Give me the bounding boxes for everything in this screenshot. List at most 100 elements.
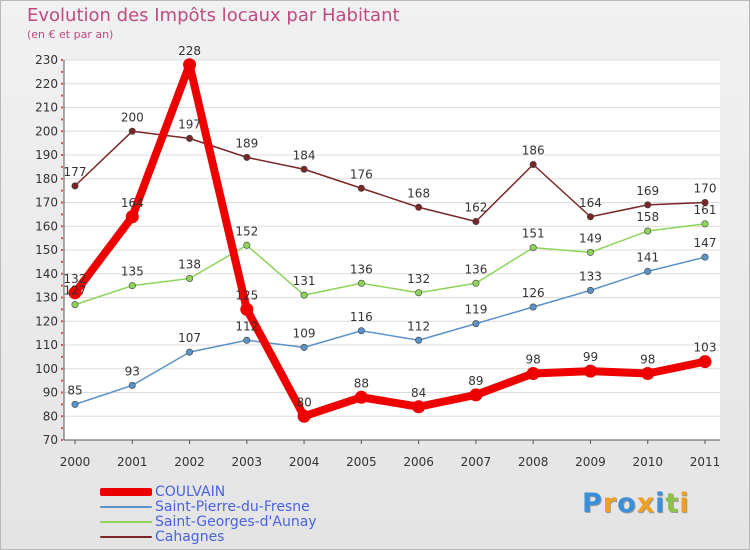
data-point <box>469 388 483 402</box>
data-label: 149 <box>579 231 602 245</box>
legend-label: Saint-Pierre-du-Fresne <box>155 498 310 515</box>
data-label: 151 <box>522 227 545 241</box>
data-point <box>357 279 365 287</box>
data-point <box>415 203 423 211</box>
data-label: 138 <box>178 258 201 272</box>
data-label: 103 <box>694 341 717 355</box>
data-label: 197 <box>178 117 201 131</box>
data-point <box>415 289 423 297</box>
data-label: 168 <box>407 186 430 200</box>
data-point <box>186 348 194 356</box>
data-label: 80 <box>296 395 311 409</box>
data-point <box>68 286 82 300</box>
data-label: 176 <box>350 167 373 181</box>
x-tick-label: 2005 <box>346 455 377 469</box>
data-point <box>583 364 597 378</box>
data-point <box>641 367 655 380</box>
proxiti-logo: Proxiti <box>582 488 690 519</box>
data-label: 89 <box>468 374 483 388</box>
data-point <box>586 286 594 294</box>
data-point <box>529 161 537 169</box>
x-tick-label: 2002 <box>174 455 205 469</box>
data-point <box>186 274 194 282</box>
series-line-1 <box>74 256 706 406</box>
logo-letter: x <box>636 488 656 519</box>
data-point <box>586 248 594 256</box>
data-point <box>71 301 79 309</box>
data-point <box>240 302 254 316</box>
data-label: 85 <box>67 383 82 397</box>
data-point <box>701 253 709 261</box>
data-point <box>186 134 194 142</box>
data-label: 184 <box>293 148 316 162</box>
data-point <box>701 199 709 207</box>
data-label: 186 <box>522 144 545 158</box>
y-tick-label: 190 <box>35 148 58 162</box>
data-point <box>300 291 308 299</box>
x-tick-label: 2001 <box>117 455 148 469</box>
chart-legend: COULVAIN Saint-Pierre-du-Fresne Saint-Geor… <box>100 484 317 544</box>
legend-label: Saint-Georges-d'Aunay <box>155 513 317 530</box>
data-point <box>526 367 540 380</box>
data-point <box>243 153 251 161</box>
data-point <box>357 327 365 335</box>
y-tick-label: 210 <box>35 101 58 115</box>
data-label: 147 <box>694 236 717 250</box>
x-tick-label: 2011 <box>690 455 721 469</box>
data-label: 84 <box>411 386 426 400</box>
y-tick-label: 130 <box>35 291 58 305</box>
data-point <box>529 244 537 252</box>
y-tick-label: 70 <box>43 433 58 447</box>
legend-item: Saint-Georges-d'Aunay <box>100 514 317 529</box>
data-point <box>243 241 251 249</box>
data-label: 98 <box>640 353 655 367</box>
y-tick-label: 150 <box>35 243 58 257</box>
legend-swatch <box>100 535 152 538</box>
y-tick-label: 160 <box>35 219 58 233</box>
data-label: 119 <box>464 303 487 317</box>
data-label: 169 <box>636 184 659 198</box>
y-tick-label: 140 <box>35 267 58 281</box>
data-point <box>354 390 368 404</box>
x-tick-label: 2008 <box>518 455 549 469</box>
data-point <box>701 220 709 228</box>
data-label: 158 <box>636 210 659 224</box>
data-label: 109 <box>293 326 316 340</box>
legend-swatch <box>100 520 152 523</box>
legend-label: Cahagnes <box>155 528 225 545</box>
series-line-0 <box>71 60 709 421</box>
legend-swatch <box>100 487 152 496</box>
x-tick-label: 2003 <box>232 455 263 469</box>
y-tick-label: 80 <box>43 409 58 423</box>
data-label: 126 <box>522 286 545 300</box>
legend-swatch <box>100 505 152 508</box>
data-point <box>128 282 136 290</box>
y-tick-label: 110 <box>35 338 58 352</box>
data-point <box>472 218 480 226</box>
logo-letter: o <box>617 488 637 519</box>
data-point <box>128 127 136 135</box>
data-label: 228 <box>178 44 201 58</box>
chart-subtitle: (en € et par an) <box>27 28 114 41</box>
logo-letter: i <box>679 488 690 519</box>
data-label: 136 <box>464 262 487 276</box>
data-label: 164 <box>121 196 144 210</box>
data-point <box>415 336 423 344</box>
y-tick-label: 90 <box>43 386 58 400</box>
series-line-2 <box>74 223 706 306</box>
legend-item: Saint-Pierre-du-Fresne <box>100 499 317 514</box>
data-label: 112 <box>407 319 430 333</box>
x-tick-label: 2000 <box>60 455 91 469</box>
y-tick-label: 100 <box>35 362 58 376</box>
data-label: 189 <box>235 136 258 150</box>
x-tick-label: 2009 <box>575 455 606 469</box>
y-tick-label: 120 <box>35 314 58 328</box>
data-label: 162 <box>464 201 487 215</box>
data-point <box>71 182 79 190</box>
data-point <box>243 336 251 344</box>
x-tick-label: 2006 <box>403 455 434 469</box>
data-label: 132 <box>64 272 87 286</box>
data-point <box>586 213 594 221</box>
y-tick-label: 220 <box>35 77 58 91</box>
data-point <box>357 184 365 192</box>
